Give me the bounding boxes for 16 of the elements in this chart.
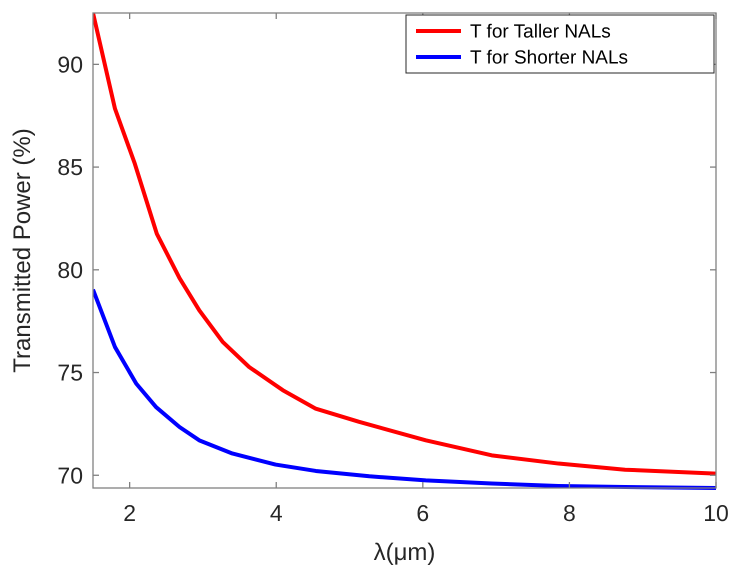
x-tick-label: 4 xyxy=(270,500,283,526)
x-axis-title: λ(μm) xyxy=(374,539,436,566)
y-axis-title: Transmitted Power (%) xyxy=(9,128,36,373)
line-series xyxy=(93,288,716,490)
legend-label: T for Shorter NALs xyxy=(470,48,628,69)
x-tick-label: 2 xyxy=(123,500,136,526)
y-tick-label: 85 xyxy=(57,154,83,180)
y-tick-label: 90 xyxy=(57,51,83,78)
y-tick-label: 80 xyxy=(57,256,83,283)
y-tick-label: 70 xyxy=(57,462,83,488)
legend-label: T for Taller NALs xyxy=(470,22,611,43)
line-series xyxy=(93,11,716,476)
x-tick-label: 8 xyxy=(563,500,576,526)
x-tick-label: 10 xyxy=(703,500,729,526)
x-tick-label: 6 xyxy=(416,500,430,526)
y-tick-label: 75 xyxy=(57,360,83,386)
